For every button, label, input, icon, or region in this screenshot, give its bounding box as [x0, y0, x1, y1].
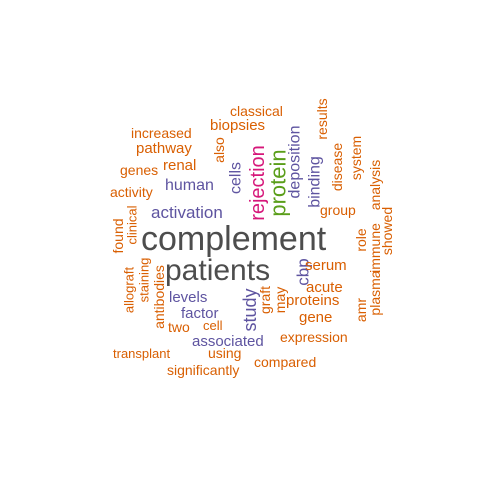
word-renal: renal: [163, 157, 196, 174]
word-levels: levels: [169, 289, 207, 306]
word-transplant: transplant: [113, 346, 170, 361]
word-patients: patients: [165, 254, 270, 287]
word-found: found: [110, 218, 126, 253]
word-results: results: [314, 98, 330, 139]
word-pathway: pathway: [136, 140, 192, 157]
word-antibodies: antibodies: [151, 265, 167, 329]
word-analysis: analysis: [367, 160, 383, 211]
word-increased: increased: [131, 125, 192, 141]
word-clinical: clinical: [125, 205, 140, 244]
word-rejection: rejection: [247, 145, 269, 221]
word-plasma: plasma: [367, 270, 383, 315]
word-proteins: proteins: [286, 292, 339, 309]
word-activity: activity: [110, 184, 153, 200]
word-activation: activation: [151, 203, 223, 222]
word-protein: protein: [266, 149, 291, 216]
word-expression: expression: [280, 329, 348, 345]
word-two: two: [168, 319, 190, 335]
word-graft: graft: [257, 286, 273, 314]
word-immune: immune: [367, 223, 383, 273]
word-may: may: [272, 287, 288, 313]
word-serum: serum: [305, 257, 347, 274]
word-using: using: [208, 345, 241, 361]
word-cbp: cbp: [294, 258, 313, 285]
word-classical: classical: [230, 103, 283, 119]
word-compared: compared: [254, 354, 316, 370]
word-biopsies: biopsies: [210, 117, 265, 134]
word-gene: gene: [299, 309, 332, 326]
word-factor: factor: [181, 305, 219, 322]
word-staining: staining: [137, 258, 152, 303]
word-human: human: [165, 177, 214, 194]
word-amr: amr: [353, 298, 369, 322]
word-cell: cell: [203, 318, 223, 333]
word-deposition: deposition: [287, 126, 304, 199]
word-allograft: allograft: [122, 266, 137, 313]
word-disease: disease: [329, 143, 345, 191]
word-binding: binding: [307, 156, 324, 208]
word-study: study: [240, 288, 260, 331]
word-genes: genes: [120, 162, 158, 178]
word-associated: associated: [192, 333, 264, 350]
word-system: system: [348, 136, 364, 180]
word-acute: acute: [306, 279, 343, 296]
word-significantly: significantly: [167, 362, 239, 378]
word-group: group: [320, 202, 356, 218]
word-role: role: [353, 228, 369, 252]
word-showed: showed: [379, 207, 395, 255]
word-cells: cells: [228, 162, 245, 194]
word-complement: complement: [141, 220, 327, 258]
word-also: also: [211, 137, 227, 163]
